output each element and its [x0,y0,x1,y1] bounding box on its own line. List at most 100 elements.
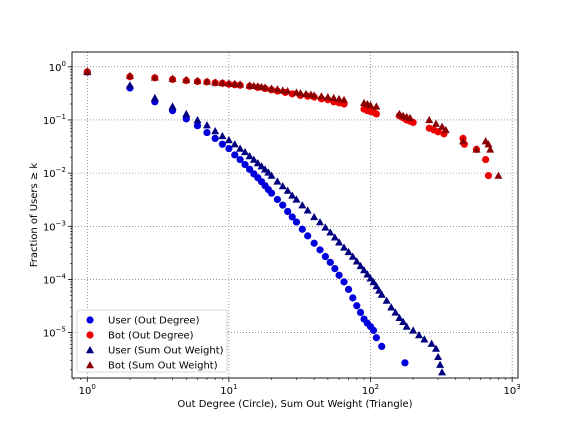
data-point [340,243,349,251]
data-point [203,128,211,137]
data-point [494,171,503,179]
x-tick-label: 103 [504,383,521,397]
data-point [168,102,177,110]
data-point [434,128,442,136]
data-point [125,71,134,79]
data-point [459,137,468,145]
y-tick-label: 10−3 [43,219,66,233]
data-point [292,195,301,203]
data-point [257,162,266,170]
data-point [436,360,445,368]
data-point [323,93,332,101]
data-point [321,252,329,261]
data-point [387,303,396,311]
data-point [253,159,262,167]
data-point [353,302,361,310]
data-point [273,85,282,93]
data-point [372,334,380,342]
data-point [279,201,287,209]
data-point [316,218,325,226]
data-point [288,191,297,199]
data-point [438,368,447,376]
data-point [202,121,211,129]
data-point [486,145,495,153]
data-point [395,313,404,321]
data-point [182,75,191,83]
legend-label: User (Sum Out Weight) [108,346,224,357]
data-point [310,91,319,99]
data-point [415,331,424,339]
data-point [310,212,319,221]
legend-marker [86,316,94,324]
legend-marker [86,331,94,339]
data-point [292,218,301,226]
data-point [335,238,344,246]
legend-label: Bot (Out Degree) [108,331,194,342]
legend-entries: User (Out Degree) Bot (Out Degree) User (S… [86,316,224,372]
data-point [427,339,436,347]
data-point [193,76,202,84]
data-point [382,296,391,304]
data-point [304,232,312,240]
data-point [441,125,450,134]
data-point [372,102,381,110]
data-point [310,239,318,247]
data-point [303,206,312,214]
y-tick-label: 10−1 [43,113,66,127]
data-point [230,79,239,87]
data-point [211,134,219,143]
data-point [369,277,378,286]
data-point [363,270,372,278]
data-point [193,115,202,124]
data-point [218,78,227,87]
data-point [193,122,202,130]
data-point [356,261,365,270]
data-point [366,101,375,109]
data-point [125,81,134,89]
data-point [344,285,353,293]
data-point [484,171,493,180]
data-point [283,186,292,194]
data-point [321,223,330,231]
plot-frame [71,51,519,379]
data-point [83,67,92,75]
data-point [245,165,254,173]
data-point [230,140,239,148]
data-point [236,155,244,164]
data-point [349,294,357,302]
data-point [326,228,335,236]
data-point [438,122,447,130]
data-point [218,140,227,148]
data-point [298,225,306,233]
data-point [399,317,408,325]
data-point [245,152,254,160]
data-point [372,282,381,290]
data-point [378,342,386,351]
legend-marker [86,346,94,354]
legend-label: User (Out Degree) [108,316,200,327]
data-point [391,308,400,316]
legend: User (Out Degree) Bot (Out Degree) User (S… [76,309,228,373]
data-point [432,119,441,127]
data-point [301,89,310,98]
data-point [202,77,211,85]
x-tick-label: 100 [79,383,96,397]
data-point [150,93,159,102]
data-point [402,322,411,330]
data-point [340,278,348,286]
data-point [405,113,414,121]
data-point [168,74,177,82]
data-point [298,201,307,209]
data-point [434,352,443,361]
data-point [377,290,386,298]
data-point [224,136,233,144]
data-point [482,155,490,164]
data-point [278,182,287,190]
data-point [356,308,365,316]
data-point [267,171,276,179]
data-point [225,144,233,153]
data-point [425,115,434,124]
data-point [329,93,338,102]
data-point [340,95,349,103]
data-layer [83,67,503,376]
